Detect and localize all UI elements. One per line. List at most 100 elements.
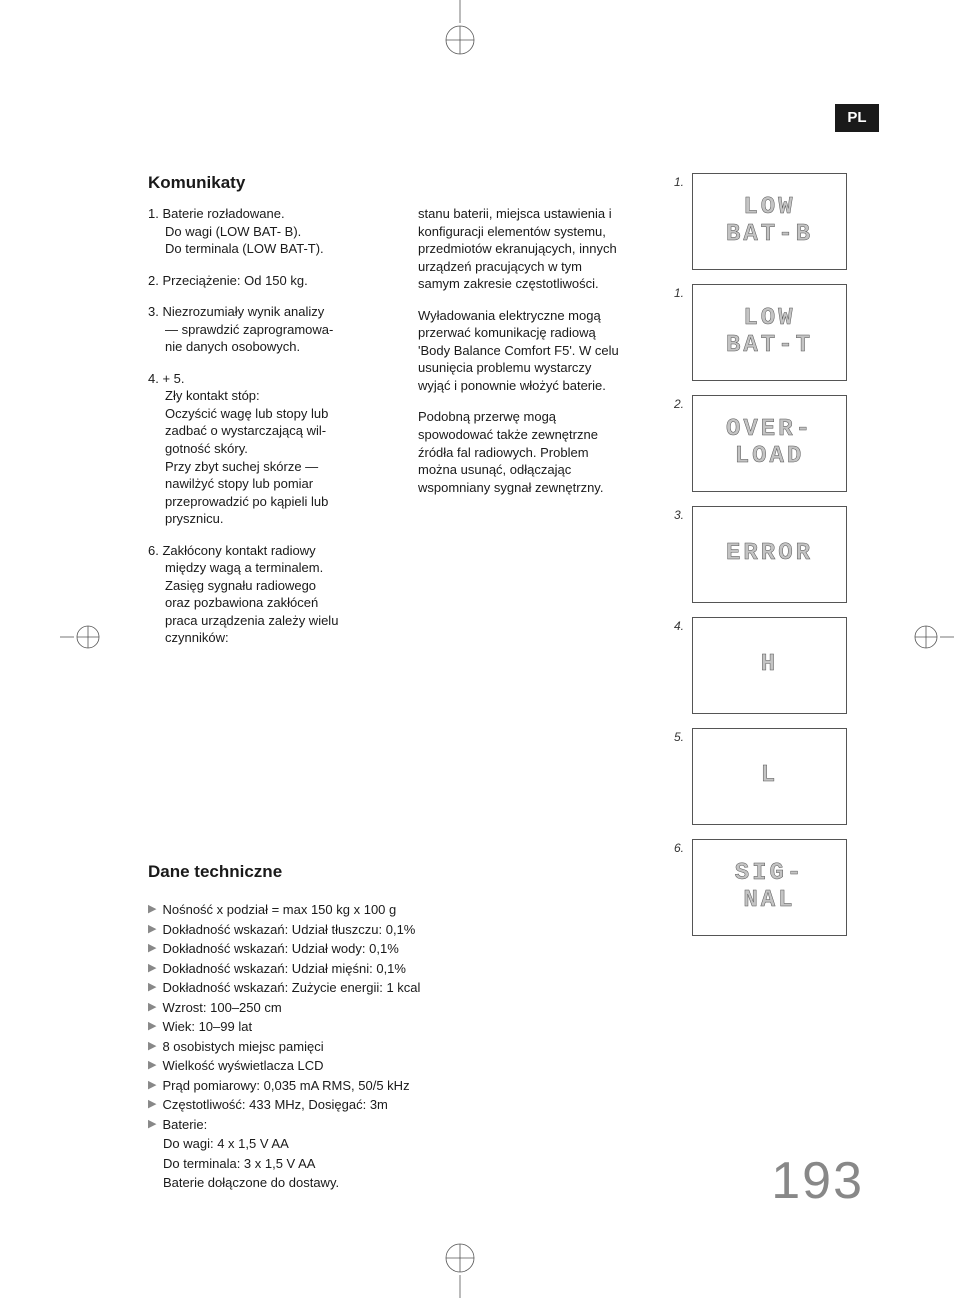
item-text: Zły kontakt stóp: [165,387,368,405]
display-item-1: 1. LOW BAT-B [674,173,849,270]
crop-mark-bottom [430,1238,490,1298]
lcd-display: LOW BAT-T [692,284,847,381]
display-item-2: 1. LOW BAT-T [674,284,849,381]
spec-text: Dokładność wskazań: Udział tłuszczu: 0,1… [162,920,415,940]
item-text: między wagą a terminalem. [165,559,368,577]
arrow-icon: ▶ [148,1076,156,1096]
page-number: 193 [771,1151,864,1211]
paragraph: Podobną przerwę mogą spowodować także ze… [418,408,623,496]
item-num: 1. [148,206,159,221]
lcd-display: LOW BAT-B [692,173,847,270]
item-num: 4. + 5. [148,370,368,388]
item-text: nawilżyć stopy lub pomiar [165,475,368,493]
item-text: oraz pozbawiona zakłóceń [165,594,368,612]
item-text: Przy zbyt suchej skórze — [165,458,368,476]
lcd-display: ERROR [692,506,847,603]
spec-row: ▶ 8 osobistych miejsc pamięci [148,1037,528,1057]
spec-row: ▶ Baterie: [148,1115,528,1135]
section-title-komunikaty: Komunikaty [148,173,618,193]
list-item-1: 1. Baterie rozładowane. Do wagi (LOW BAT… [148,205,368,258]
item-text: praca urządzenia zależy wielu [165,612,368,630]
spec-text: Dokładność wskazań: Udział wody: 0,1% [162,939,398,959]
arrow-icon: ▶ [148,900,156,920]
list-item-2: 2. Przeciążenie: Od 150 kg. [148,272,368,290]
display-item-4: 3. ERROR [674,506,849,603]
item-text: — sprawdzić zaprogramowa- [165,321,368,339]
spec-text: Wzrost: 100–250 cm [162,998,281,1018]
spec-row: ▶ Dokładność wskazań: Udział tłuszczu: 0,… [148,920,528,940]
spec-text: Nośność x podział = max 150 kg x 100 g [162,900,396,920]
spec-row: ▶ Wiek: 10–99 lat [148,1017,528,1037]
crop-mark-left [60,615,105,660]
list-item-3: 3. Niezrozumiały wynik analizy — sprawdz… [148,303,368,356]
page: PL Komunikaty 1. Baterie rozładowane. Do… [0,0,954,1298]
item-text: przeprowadzić po kąpieli lub [165,493,368,511]
display-num: 5. [674,728,692,825]
arrow-icon: ▶ [148,959,156,979]
display-num: 6. [674,839,692,936]
paragraph: Wyładowania elektryczne mogą przerwać ko… [418,307,623,395]
arrow-icon: ▶ [148,998,156,1018]
display-num: 1. [674,173,692,270]
display-item-7: 6. SIG- NAL [674,839,849,936]
arrow-icon: ▶ [148,1095,156,1115]
column-1: 1. Baterie rozładowane. Do wagi (LOW BAT… [148,205,368,661]
item-text: prysznicu. [165,510,368,528]
lcd-display: L [692,728,847,825]
spec-text: Do terminala: 3 x 1,5 V AA [163,1154,528,1174]
display-num: 1. [674,284,692,381]
lcd-display: SIG- NAL [692,839,847,936]
section-title-dane: Dane techniczne [148,862,528,882]
item-text: gotność skóry. [165,440,368,458]
spec-text: Wiek: 10–99 lat [162,1017,252,1037]
item-text: zadbać o wystarczającą wil- [165,422,368,440]
item-text: Do wagi (LOW BAT- B). [165,223,368,241]
paragraph: stanu baterii, miejsca ustawienia i konf… [418,205,623,293]
spec-text: Wielkość wyświetlacza LCD [162,1056,323,1076]
spec-row: ▶ Dokładność wskazań: Udział mięśni: 0,1% [148,959,528,979]
spec-text: Dokładność wskazań: Udział mięśni: 0,1% [162,959,406,979]
display-item-3: 2. OVER- LOAD [674,395,849,492]
section-dane-techniczne: Dane techniczne ▶ Nośność x podział = max… [148,862,528,1193]
item-num: 3. [148,304,159,319]
arrow-icon: ▶ [148,1017,156,1037]
crop-mark-top [430,0,490,60]
spec-text: Baterie dołączone do dostawy. [163,1173,528,1193]
display-item-5: 4. H [674,617,849,714]
item-text: Zasięg sygnału radiowego [165,577,368,595]
arrow-icon: ▶ [148,978,156,998]
spec-row: ▶Dokładność wskazań: Zużycie energii: 1 … [148,978,528,998]
display-num: 2. [674,395,692,492]
item-text: Przeciążenie: Od 150 kg. [162,273,307,288]
display-num: 3. [674,506,692,603]
item-text: Do terminala (LOW BAT-T). [165,240,368,258]
arrow-icon: ▶ [148,939,156,959]
spec-list: ▶Nośność x podział = max 150 kg x 100 g … [148,900,528,1193]
spec-text: Prąd pomiarowy: 0,035 mA RMS, 50/5 kHz [162,1076,409,1096]
lcd-display: OVER- LOAD [692,395,847,492]
spec-text: Baterie: [162,1115,207,1135]
item-text: Zakłócony kontakt radiowy [162,543,315,558]
spec-text: Częstotliwość: 433 MHz, Dosięgać: 3m [162,1095,387,1115]
spec-row: ▶ Częstotliwość: 433 MHz, Dosięgać: 3m [148,1095,528,1115]
arrow-icon: ▶ [148,1037,156,1057]
arrow-icon: ▶ [148,920,156,940]
arrow-icon: ▶ [148,1056,156,1076]
spec-row: ▶ Nośność x podział = max 150 kg x 100 g [148,900,528,920]
lcd-display: H [692,617,847,714]
arrow-icon: ▶ [148,1115,156,1135]
spec-row: ▶ Prąd pomiarowy: 0,035 mA RMS, 50/5 kHz [148,1076,528,1096]
display-column: 1. LOW BAT-B 1. LOW BAT-T 2. OVER- LOAD … [674,173,849,950]
spec-row: ▶ Wielkość wyświetlacza LCD [148,1056,528,1076]
item-text: Niezrozumiały wynik analizy [162,304,324,319]
item-text: Baterie rozładowane. [162,206,284,221]
item-text: nie danych osobowych. [165,338,368,356]
language-tab: PL [835,104,879,132]
spec-row: ▶ Wzrost: 100–250 cm [148,998,528,1018]
list-item-4-5: 4. + 5. Zły kontakt stóp: Oczyścić wagę … [148,370,368,528]
section-komunikaty: Komunikaty 1. Baterie rozładowane. Do wa… [148,173,618,211]
item-text: czynników: [165,629,368,647]
spec-text: 8 osobistych miejsc pamięci [162,1037,323,1057]
list-item-6: 6. Zakłócony kontakt radiowy między wagą… [148,542,368,647]
column-2: stanu baterii, miejsca ustawienia i konf… [418,205,623,510]
